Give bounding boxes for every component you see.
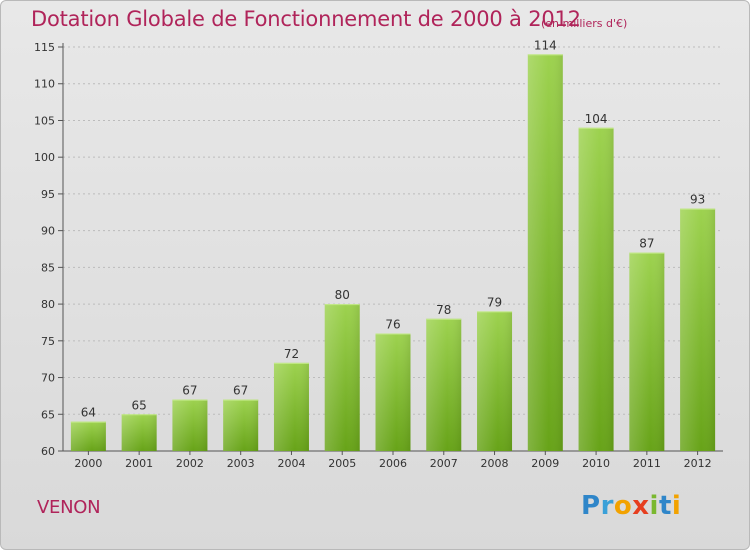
logo-letter: i: [649, 491, 659, 521]
bar-value-label: 87: [639, 237, 654, 251]
bar-value-label: 93: [690, 193, 705, 207]
bar-value-label: 104: [585, 112, 608, 126]
bar-value-label: 72: [284, 347, 299, 361]
bar-shade: [172, 399, 208, 451]
bar-shade: [527, 54, 563, 451]
chart-subtitle: (en milliers d'€): [541, 17, 628, 30]
logo-letter: t: [658, 491, 672, 521]
logo-letter: r: [600, 491, 614, 521]
y-tick-label: 70: [41, 372, 55, 385]
bar-value-label: 67: [233, 384, 248, 398]
bar-shade: [629, 252, 665, 451]
y-tick-label: 85: [41, 261, 55, 274]
y-tick-label: 100: [34, 151, 55, 164]
bar-shade: [578, 127, 614, 452]
bar-shade: [324, 304, 360, 451]
x-tick-label: 2005: [328, 457, 356, 470]
y-tick-label: 90: [41, 225, 55, 238]
x-tick-label: 2009: [531, 457, 559, 470]
y-tick-label: 60: [41, 445, 55, 458]
bar-value-label: 80: [335, 288, 350, 302]
labels: 60 65 70 75 80 85 90 95 100 105 110 115 64 2000 65 2001…: [34, 38, 712, 470]
bar-value-label: 114: [534, 38, 557, 52]
logo-letter: P: [581, 491, 601, 521]
x-tick-label: 2010: [582, 457, 610, 470]
bar-value-label: 76: [385, 317, 400, 331]
bars: [70, 54, 716, 452]
bar-shade: [121, 414, 157, 451]
logo-letter: o: [613, 491, 633, 521]
bar-value-label: 67: [182, 384, 197, 398]
bar-shade: [70, 421, 106, 451]
y-tick-label: 65: [41, 408, 55, 421]
proxiti-logo: Proxiti: [581, 491, 681, 521]
x-tick-label: 2004: [277, 457, 305, 470]
bar-value-label: 65: [132, 398, 147, 412]
y-tick-label: 115: [34, 41, 55, 54]
y-tick-label: 95: [41, 188, 55, 201]
y-tick-label: 80: [41, 298, 55, 311]
y-tick-label: 105: [34, 114, 55, 127]
bar-value-label: 79: [487, 295, 502, 309]
commune-name: VENON: [37, 497, 101, 518]
bar-shade: [273, 362, 309, 451]
bar-value-label: 64: [81, 406, 96, 420]
x-tick-label: 2007: [430, 457, 458, 470]
x-tick-label: 2008: [481, 457, 509, 470]
x-tick-label: 2001: [125, 457, 153, 470]
bar-shade: [375, 333, 411, 451]
bar-shade: [477, 311, 513, 451]
logo-letter: i: [671, 491, 682, 521]
y-tick-label: 75: [41, 335, 55, 348]
x-tick-label: 2003: [227, 457, 255, 470]
logo-letter: x: [632, 491, 650, 521]
x-tick-label: 2011: [633, 457, 661, 470]
x-tick-label: 2006: [379, 457, 407, 470]
chart-title: Dotation Globale de Fonctionnement de 20…: [31, 7, 581, 31]
x-tick-label: 2012: [684, 457, 712, 470]
bar-shade: [223, 399, 259, 451]
x-tick-label: 2002: [176, 457, 204, 470]
bar-shade: [680, 208, 716, 451]
bar-value-label: 78: [436, 303, 451, 317]
x-tick-label: 2000: [74, 457, 102, 470]
y-tick-label: 110: [34, 78, 55, 91]
bar-shade: [426, 318, 462, 451]
